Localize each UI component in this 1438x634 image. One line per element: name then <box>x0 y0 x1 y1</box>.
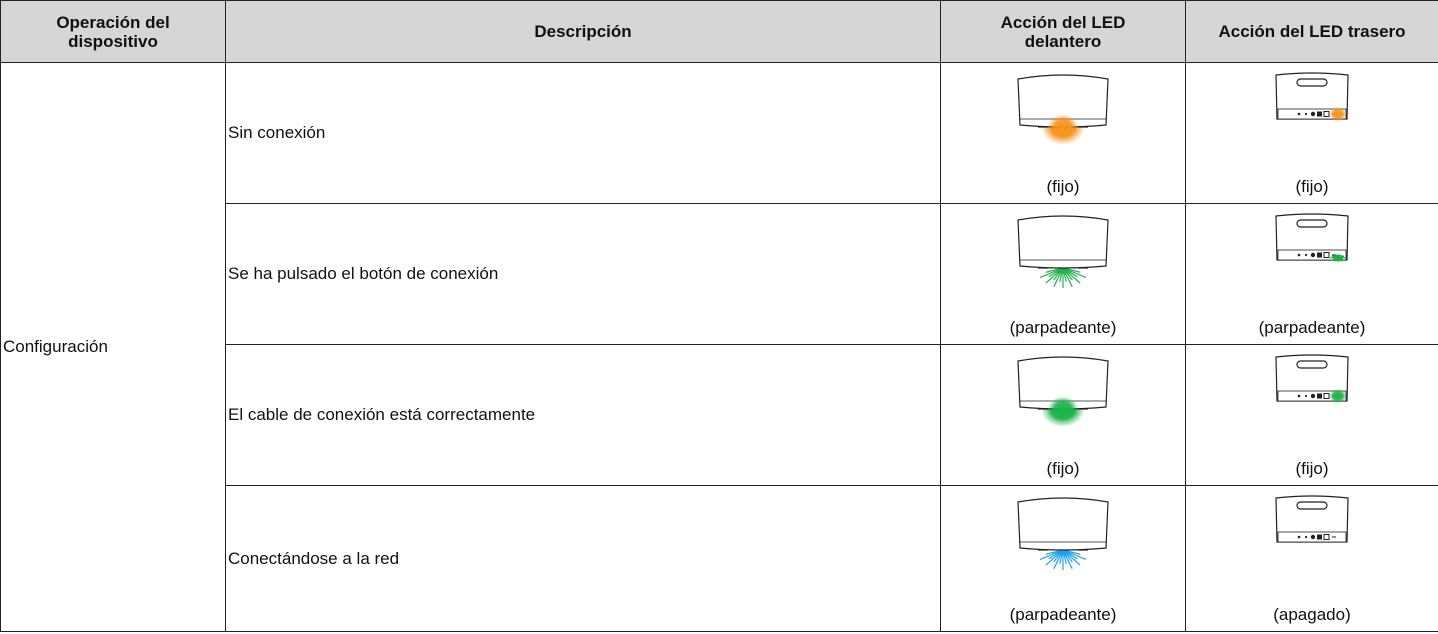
port <box>1310 534 1316 540</box>
description-cell: Sin conexión <box>225 62 941 204</box>
rear-led-cell: (parpadeante) <box>1185 203 1438 345</box>
led-glow <box>1047 114 1079 140</box>
port <box>1304 112 1308 116</box>
led-ray <box>1331 254 1339 258</box>
handle-slot <box>1296 501 1328 510</box>
port <box>1297 535 1301 539</box>
handle-slot <box>1296 219 1328 228</box>
led-ray <box>1062 267 1073 287</box>
port <box>1297 394 1301 398</box>
led-glow <box>1047 396 1079 422</box>
port <box>1317 393 1322 399</box>
header-cell: Descripción <box>225 0 941 63</box>
group-cell: Configuración <box>0 62 226 632</box>
port <box>1310 393 1316 399</box>
led-ray <box>1062 549 1081 566</box>
port <box>1317 111 1322 117</box>
rear-speaker-icon <box>1275 72 1349 122</box>
table-row: Se ha pulsado el botón de conexión (parpa… <box>1 203 1438 345</box>
port <box>1323 111 1330 117</box>
description-cell: El cable de conexión está correctamente <box>225 344 941 486</box>
front-speaker-icon <box>1017 497 1109 570</box>
front-speaker-icon <box>1017 74 1109 145</box>
led-box: (parpadeante) <box>941 204 1185 344</box>
led-state-label: (parpadeante) <box>1009 318 1117 337</box>
led-ray <box>1062 267 1087 279</box>
front-speaker-icon <box>1017 356 1109 427</box>
led-state-label: (fijo) <box>1295 177 1329 196</box>
led-ray <box>1053 549 1064 569</box>
table-row: El cable de conexión está correctamente (… <box>1 344 1438 486</box>
rear-speaker-icon <box>1275 495 1349 543</box>
led-state-label: (fijo) <box>1046 177 1080 196</box>
table-row: Configuración Sin conexión (fijo) (fijo) <box>0 62 1438 632</box>
front-led-cell: (fijo) <box>940 62 1186 204</box>
speaker-body <box>1275 213 1349 261</box>
led-ray <box>1045 267 1064 284</box>
led-ray <box>1045 549 1064 566</box>
led-state-label: (apagado) <box>1273 605 1351 624</box>
led-box: (fijo) <box>1186 345 1438 485</box>
led-state-label: (fijo) <box>1295 459 1329 478</box>
table-body: Configuración Sin conexión (fijo) (fijo) Se … <box>0 62 1438 632</box>
led-ray <box>1062 549 1073 569</box>
front-led-cell: (parpadeante) <box>940 203 1186 345</box>
port <box>1304 253 1308 257</box>
port <box>1297 112 1301 116</box>
front-speaker-icon <box>1017 215 1109 288</box>
header-cell: Acción del LED trasero <box>1185 0 1438 63</box>
speaker-body <box>1275 72 1349 120</box>
led-box: (fijo) <box>941 345 1185 485</box>
led-state-label: (parpadeante) <box>1258 318 1366 337</box>
led-box: (fijo) <box>941 63 1185 203</box>
port <box>1323 393 1330 399</box>
led-ray <box>1045 267 1064 273</box>
led-ray <box>1053 267 1064 287</box>
handle-slot <box>1296 360 1328 369</box>
header-cell: Acción del LED delantero <box>940 0 1186 63</box>
handle-slot <box>1296 78 1328 87</box>
led-glow <box>1329 388 1347 404</box>
rear-led-cell: (apagado) <box>1185 485 1438 632</box>
led-ray <box>1045 549 1064 555</box>
front-led-cell: (parpadeante) <box>940 485 1186 632</box>
rear-speaker-icon <box>1275 354 1349 404</box>
rear-led-cell: (fijo) <box>1185 62 1438 204</box>
led-box: (apagado) <box>1186 486 1438 631</box>
led-box: (parpadeante) <box>941 486 1185 631</box>
led-state-label: (parpadeante) <box>1009 605 1117 624</box>
led-ray <box>1039 549 1064 561</box>
port <box>1323 534 1330 540</box>
port <box>1304 394 1308 398</box>
table-row: Conectándose a la red (parpadeante) (apaga… <box>1 485 1438 632</box>
led-state-label: (fijo) <box>1046 459 1080 478</box>
port <box>1317 534 1322 540</box>
port <box>1323 252 1330 258</box>
speaker-body <box>1275 495 1349 543</box>
led-box: (fijo) <box>1186 63 1438 203</box>
port <box>1304 535 1308 539</box>
led-ray <box>1062 267 1081 284</box>
led-box: (parpadeante) <box>1186 204 1438 344</box>
led-ray <box>1062 549 1087 561</box>
led-glow <box>1329 106 1347 122</box>
led-ray <box>1039 267 1064 279</box>
front-led-cell: (fijo) <box>940 344 1186 486</box>
port <box>1310 111 1316 117</box>
port <box>1297 253 1301 257</box>
description-cell: Se ha pulsado el botón de conexión <box>225 203 941 345</box>
port <box>1317 252 1322 258</box>
rear-speaker-icon <box>1275 213 1349 262</box>
speaker-body <box>1275 354 1349 402</box>
port <box>1310 252 1316 258</box>
rear-led-cell: (fijo) <box>1185 344 1438 486</box>
header-cell: Operación del dispositivo <box>0 0 226 63</box>
description-cell: Conectándose a la red <box>225 485 941 632</box>
header-row: Operación del dispositivo Descripción Ac… <box>0 0 1438 63</box>
